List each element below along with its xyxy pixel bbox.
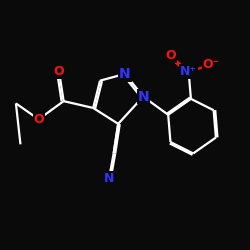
Text: N: N (119, 67, 131, 81)
Text: O⁻: O⁻ (203, 58, 220, 71)
Text: O: O (54, 65, 64, 78)
Text: O: O (33, 113, 44, 126)
Text: N: N (137, 90, 149, 104)
Text: N: N (104, 172, 114, 185)
Text: N⁺: N⁺ (180, 65, 197, 78)
Text: O: O (165, 49, 176, 62)
